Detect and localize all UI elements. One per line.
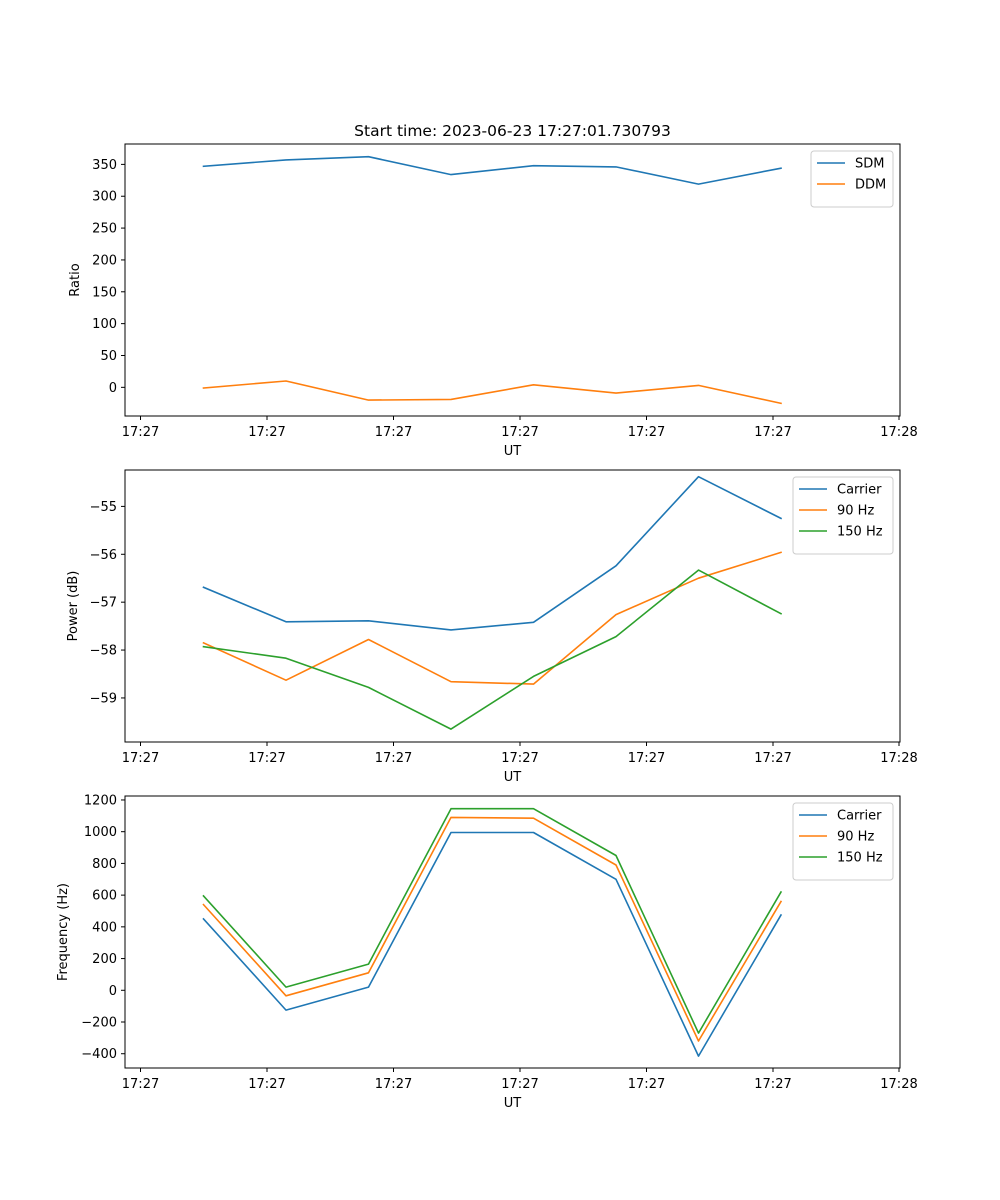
y-tick-label: −58: [90, 644, 117, 659]
y-tick-label: −56: [90, 548, 117, 563]
y-tick-label: 400: [92, 920, 117, 935]
y-axis-label: Frequency (Hz): [56, 883, 71, 981]
x-tick-label: 17:27: [501, 1077, 538, 1092]
x-tick-label: 17:27: [628, 1077, 665, 1092]
x-axis-label: UT: [504, 444, 522, 459]
axes-frame: [124, 795, 901, 1069]
y-tick-label: −400: [81, 1047, 117, 1062]
y-tick-label: 1200: [84, 793, 117, 808]
x-tick-label: 17:27: [122, 751, 159, 766]
x-tick-label: 17:28: [880, 1077, 917, 1092]
legend-label: 90 Hz: [837, 830, 874, 845]
x-tick-label: 17:27: [754, 425, 791, 440]
legend-label: DDM: [855, 178, 886, 193]
y-axis-label: Ratio: [68, 263, 83, 296]
y-tick-label: 50: [100, 349, 117, 364]
legend-label: SDM: [855, 157, 884, 172]
y-tick-label: 800: [92, 857, 117, 872]
series-line-90-hz: [202, 816, 783, 1042]
x-tick-label: 17:27: [375, 751, 412, 766]
y-tick-label: 200: [92, 253, 117, 268]
y-tick-label: 100: [92, 317, 117, 332]
series-line-150-hz: [202, 569, 783, 730]
chart-panel-1: 17:27 17:27 17:27 17:27 17:27 17:27 17:28 0 50 10…: [68, 143, 918, 459]
x-tick-label: 17:28: [880, 751, 917, 766]
x-tick-label: 17:27: [375, 425, 412, 440]
series-line-sdm: [202, 155, 782, 185]
series-line-carrier: [202, 475, 783, 631]
x-tick-label: 17:27: [628, 751, 665, 766]
y-axis-label: Power (dB): [66, 571, 81, 642]
x-tick-label: 17:27: [248, 1077, 285, 1092]
series-line-carrier: [202, 831, 783, 1057]
x-tick-label: 17:27: [122, 425, 159, 440]
axes-frame: [124, 143, 901, 417]
y-tick-label: 1000: [84, 825, 117, 840]
series-line-ddm: [202, 380, 782, 405]
y-tick-label: 200: [92, 952, 117, 967]
series-line-150-hz: [202, 807, 783, 1034]
x-tick-label: 17:28: [880, 425, 917, 440]
legend-label: Carrier: [837, 483, 882, 498]
y-tick-label: −57: [90, 596, 117, 611]
x-axis-label: UT: [504, 1096, 522, 1111]
x-axis-label: UT: [504, 770, 522, 785]
y-tick-label: 0: [109, 381, 117, 396]
x-tick-label: 17:27: [248, 751, 285, 766]
y-tick-label: −59: [90, 691, 117, 706]
x-tick-label: 17:27: [375, 1077, 412, 1092]
y-tick-label: −55: [90, 500, 117, 515]
x-tick-label: 17:27: [754, 751, 791, 766]
x-tick-label: 17:27: [122, 1077, 159, 1092]
y-tick-label: 300: [92, 190, 117, 205]
x-tick-label: 17:27: [501, 751, 538, 766]
y-tick-label: 0: [109, 984, 117, 999]
y-tick-label: 250: [92, 222, 117, 237]
legend-label: 150 Hz: [837, 851, 883, 866]
chart-panel-2: 17:27 17:27 17:27 17:27 17:27 17:27 17:28 −59 −5…: [66, 469, 918, 785]
y-tick-label: 350: [92, 158, 117, 173]
x-tick-label: 17:27: [628, 425, 665, 440]
y-tick-label: −200: [81, 1016, 117, 1031]
legend-label: Carrier: [837, 809, 882, 824]
figure-title: Start time: 2023-06-23 17:27:01.730793: [354, 122, 671, 140]
series-line-90-hz: [202, 551, 783, 685]
y-tick-label: 150: [92, 285, 117, 300]
y-tick-label: 600: [92, 889, 117, 904]
legend-label: 150 Hz: [837, 525, 883, 540]
legend: [792, 802, 894, 881]
legend: [810, 150, 894, 208]
x-tick-label: 17:27: [501, 425, 538, 440]
x-tick-label: 17:27: [754, 1077, 791, 1092]
legend-label: 90 Hz: [837, 504, 874, 519]
axes-frame: [124, 469, 901, 743]
x-tick-label: 17:27: [248, 425, 285, 440]
legend: [792, 476, 894, 555]
chart-panel-3: 17:27 17:27 17:27 17:27 17:27 17:27 17:28 −400 −…: [56, 793, 918, 1111]
